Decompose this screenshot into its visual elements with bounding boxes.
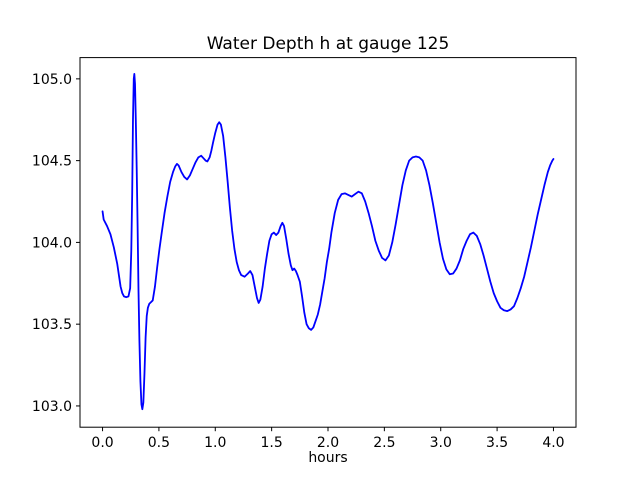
x-tick-label: 1.5 bbox=[261, 435, 283, 451]
x-tick-label: 0.5 bbox=[148, 435, 170, 451]
y-tick-label: 104.0 bbox=[32, 235, 72, 251]
data-line-group bbox=[101, 73, 555, 411]
water-depth-line bbox=[101, 73, 555, 411]
chart-title: Water Depth h at gauge 125 bbox=[207, 34, 450, 54]
y-axis-ticks: 103.0 103.5 104.0 104.5 105.0 bbox=[32, 72, 80, 415]
plot-border bbox=[79, 57, 577, 428]
x-tick-label: 2.5 bbox=[373, 435, 395, 451]
x-tick-label: 4.0 bbox=[542, 435, 564, 451]
y-tick-label: 103.0 bbox=[32, 399, 72, 415]
x-axis-label: hours bbox=[308, 450, 347, 466]
y-tick-label: 105.0 bbox=[32, 72, 72, 88]
y-tick-label: 103.5 bbox=[32, 317, 72, 333]
axes-frame bbox=[79, 57, 577, 428]
x-tick-label: 3.5 bbox=[486, 435, 508, 451]
x-tick-label: 3.0 bbox=[430, 435, 452, 451]
x-axis-ticks: 0.0 0.5 1.0 1.5 2.0 2.5 3.0 3.5 4.0 bbox=[91, 427, 565, 451]
x-tick-label: 2.0 bbox=[317, 435, 339, 451]
x-tick-label: 1.0 bbox=[204, 435, 226, 451]
y-tick-label: 104.5 bbox=[32, 154, 72, 170]
x-tick-label: 0.0 bbox=[91, 435, 113, 451]
